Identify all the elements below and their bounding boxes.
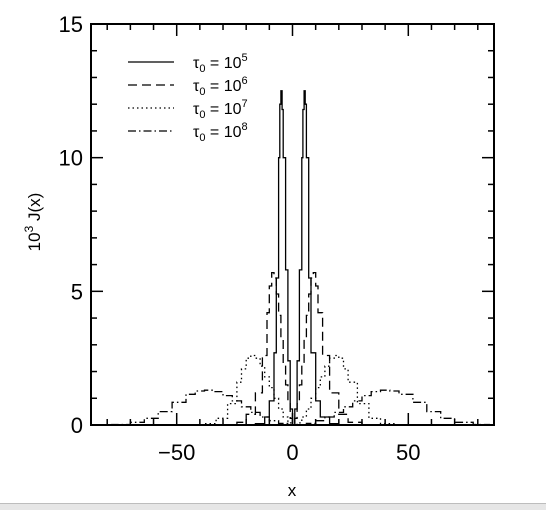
legend-label-4: τ0 = 108 (193, 121, 248, 144)
x-tick-label: 50 (396, 440, 420, 465)
series-line-1 (246, 91, 339, 425)
legend-label-3: τ0 = 107 (193, 98, 248, 121)
axis-ticks (91, 24, 494, 425)
legend-label-2: τ0 = 106 (193, 75, 248, 98)
y-tick-label: 5 (71, 279, 83, 304)
y-axis-label-rest: J(x) (25, 193, 44, 226)
y-tick-label: 10 (59, 146, 83, 171)
window-bottom-edge (0, 503, 546, 510)
y-axis-label-base: 10 (25, 232, 44, 251)
y-tick-label: 0 (71, 413, 83, 438)
x-tick-label: −50 (158, 440, 195, 465)
plot-frame (91, 24, 494, 425)
x-tick-label: 0 (286, 440, 298, 465)
y-axis-label: 103 J(x) (22, 193, 44, 252)
series-line-2 (223, 273, 362, 425)
y-tick-label: 15 (59, 12, 83, 37)
plot-lines (96, 91, 490, 425)
legend-label-1: τ0 = 105 (193, 52, 248, 75)
x-axis-label: x (288, 481, 297, 500)
